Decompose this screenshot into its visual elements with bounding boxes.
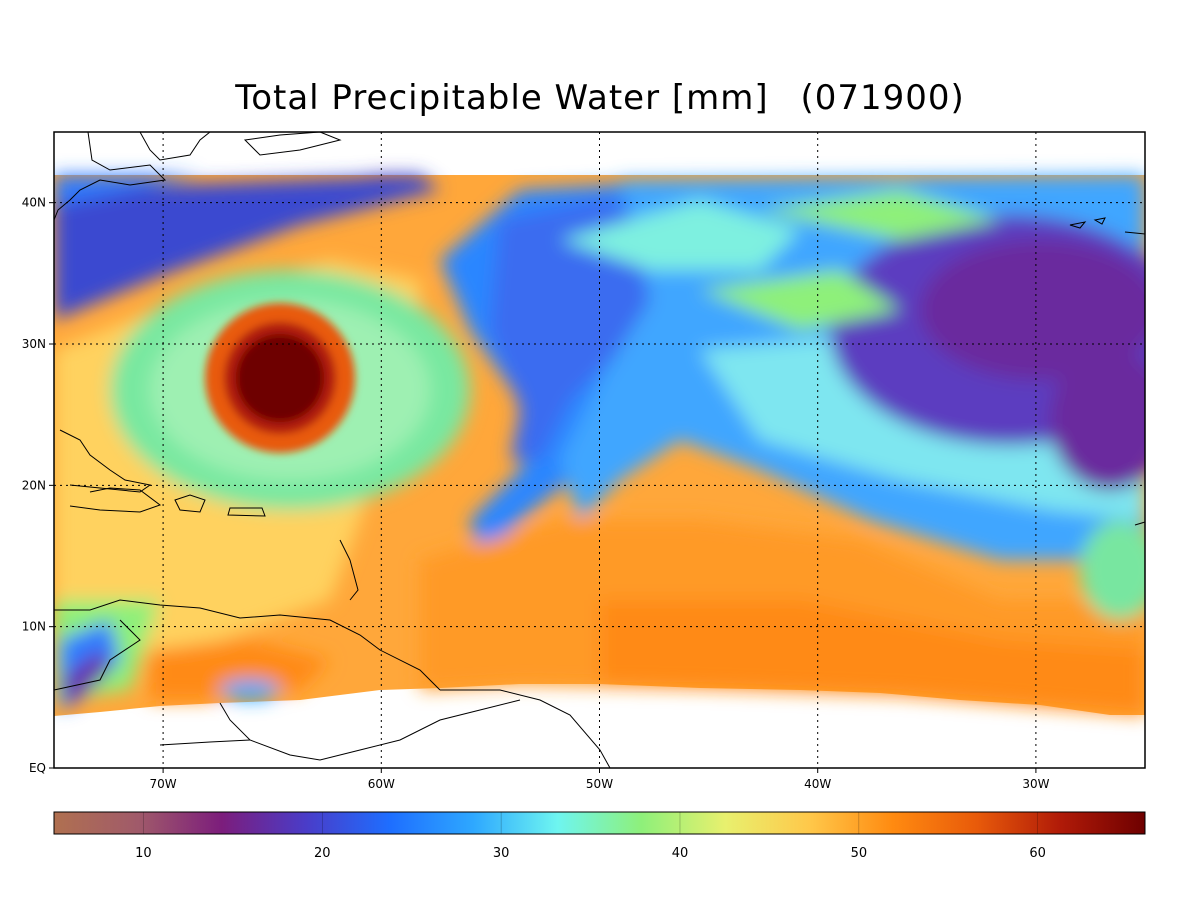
lat-label: EQ: [29, 761, 46, 775]
colorbar-scale: [54, 812, 1145, 834]
lon-label: 60W: [368, 777, 395, 791]
tpw-field: [54, 132, 1190, 768]
lat-label: 30N: [22, 337, 46, 351]
longitude-axis: 70W 60W 50W 40W 30W: [150, 768, 1050, 791]
colorbar-label: 20: [314, 846, 331, 861]
colorbar-label: 10: [135, 846, 152, 861]
colorbar-label: 60: [1029, 846, 1046, 861]
lon-label: 70W: [150, 777, 177, 791]
lon-label: 30W: [1022, 777, 1049, 791]
data-swath: [54, 175, 1190, 716]
colorbar-label: 40: [672, 846, 689, 861]
colorbar: 10 20 30 40 50 60: [54, 812, 1145, 861]
lon-label: 50W: [586, 777, 613, 791]
lat-label: 20N: [22, 478, 46, 492]
latitude-axis: 40N 30N 20N 10N EQ: [22, 196, 54, 775]
colorbar-label: 30: [493, 846, 510, 861]
lat-label: 10N: [22, 620, 46, 634]
lon-label: 40W: [804, 777, 831, 791]
colorbar-label: 50: [851, 846, 868, 861]
lat-label: 40N: [22, 196, 46, 210]
